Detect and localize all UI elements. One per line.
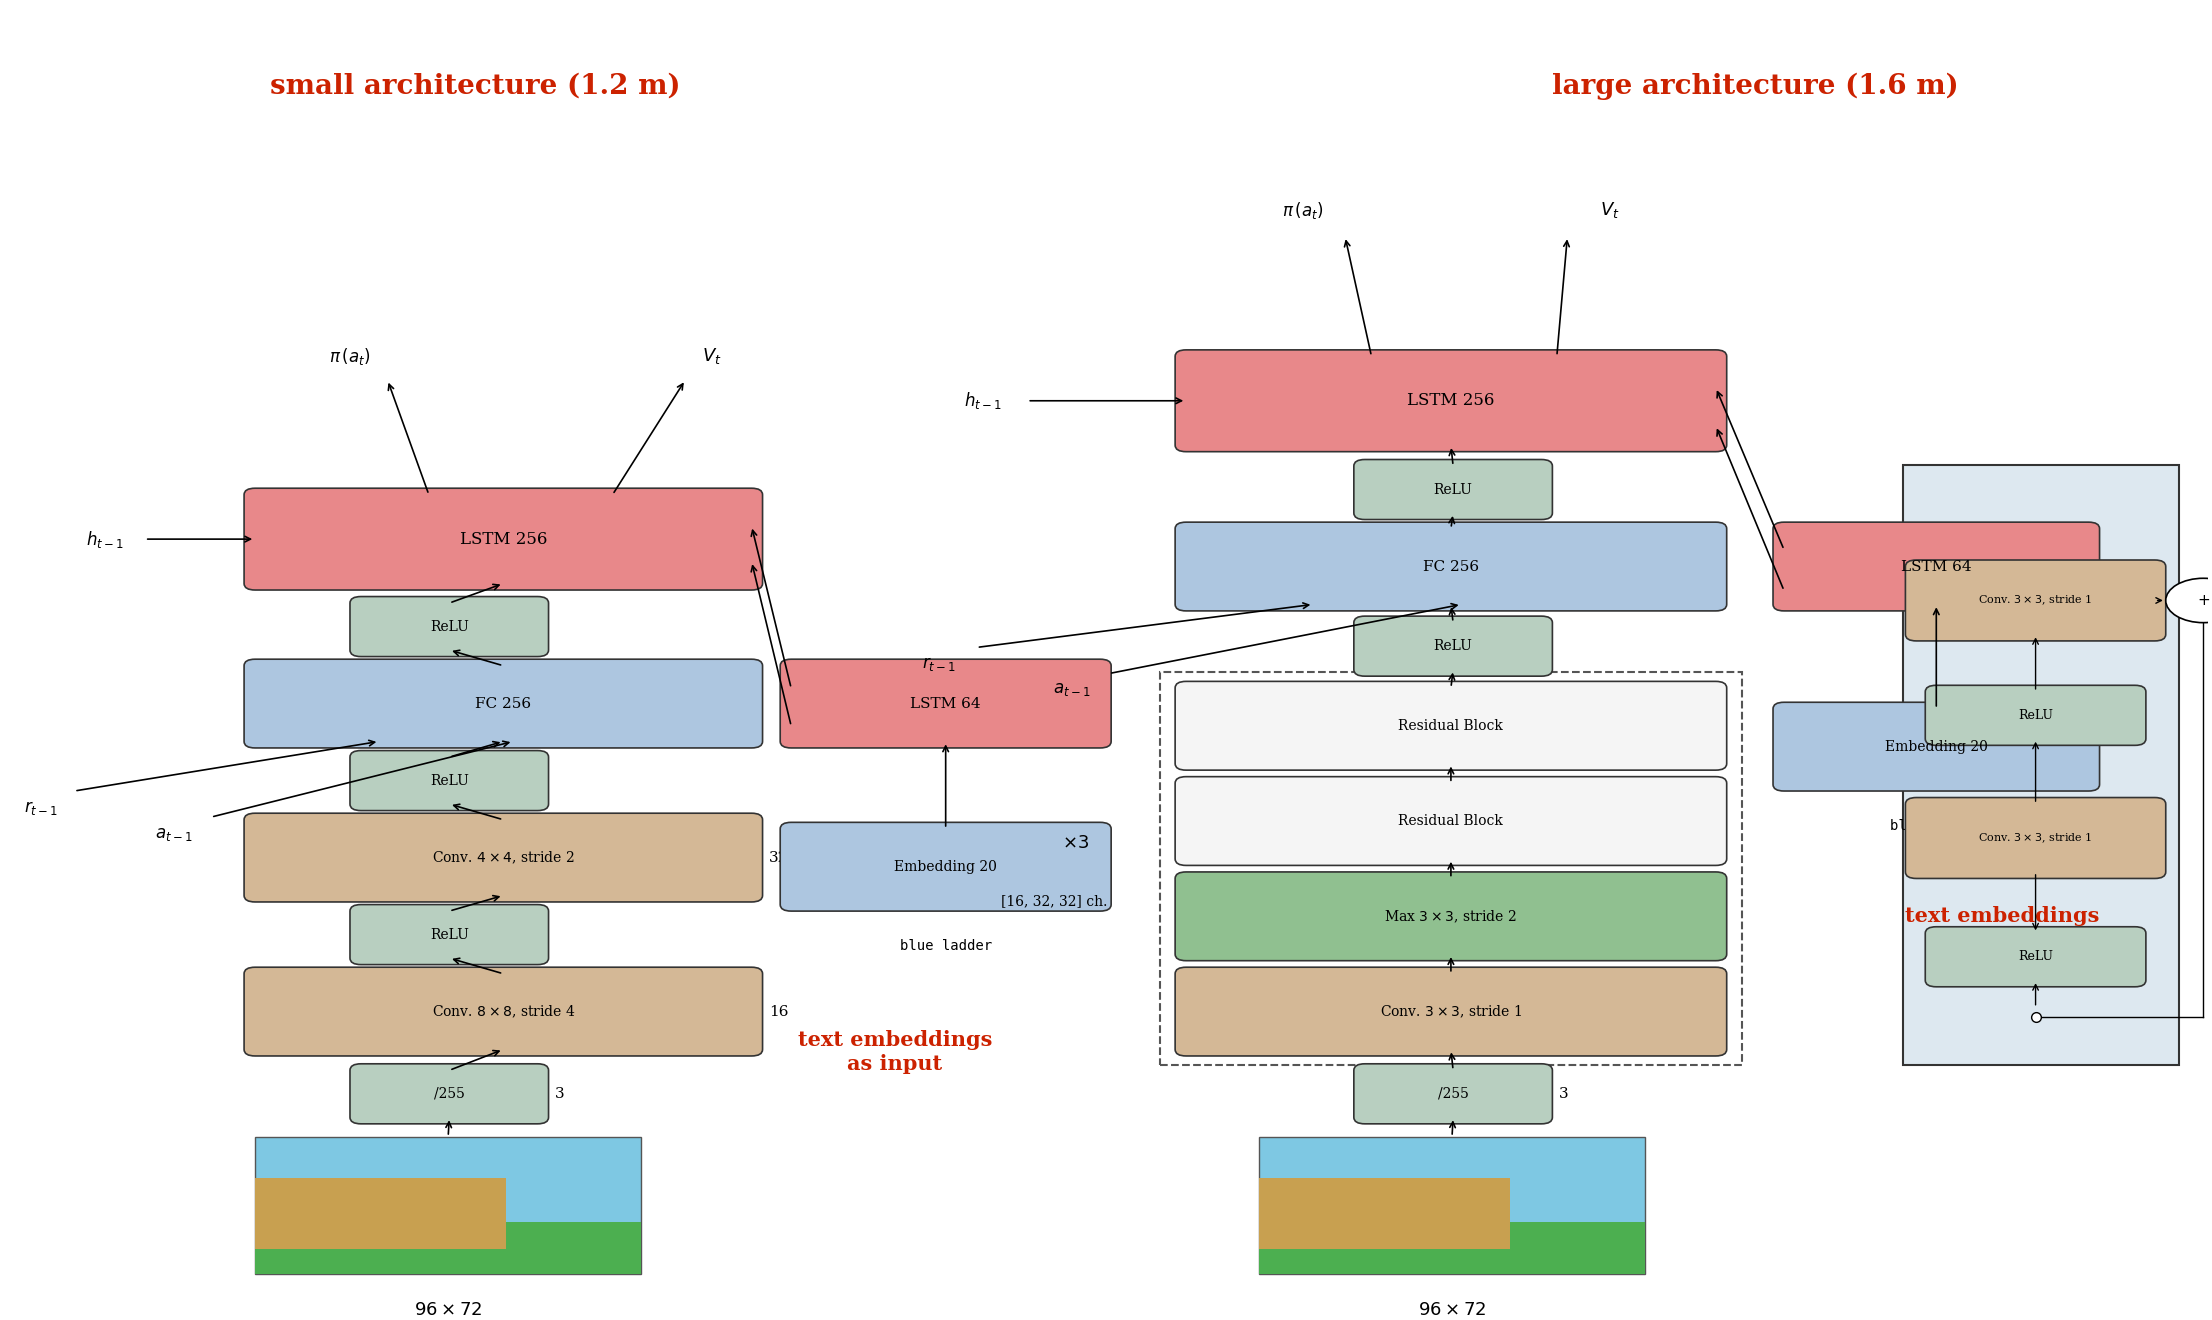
FancyBboxPatch shape xyxy=(1175,873,1728,961)
Text: $V_t$: $V_t$ xyxy=(701,346,721,367)
FancyBboxPatch shape xyxy=(1905,560,2166,642)
Text: LSTM 64: LSTM 64 xyxy=(1900,560,1971,573)
Text: ReLU: ReLU xyxy=(429,928,469,941)
FancyBboxPatch shape xyxy=(243,813,763,902)
FancyBboxPatch shape xyxy=(1924,927,2146,987)
FancyBboxPatch shape xyxy=(1905,797,2166,879)
Text: Embedding 20: Embedding 20 xyxy=(894,859,998,874)
Text: $r_{t-1}$: $r_{t-1}$ xyxy=(24,799,58,817)
Text: $\pi\,(a_t)$: $\pi\,(a_t)$ xyxy=(330,346,372,367)
Text: $\pi\,(a_t)$: $\pi\,(a_t)$ xyxy=(1283,199,1323,220)
Text: Conv. $3\times 3$, stride 1: Conv. $3\times 3$, stride 1 xyxy=(1978,594,2093,607)
Text: Embedding 20: Embedding 20 xyxy=(1885,739,1989,754)
FancyBboxPatch shape xyxy=(1354,1064,1553,1123)
Text: LSTM 256: LSTM 256 xyxy=(460,531,546,548)
Text: ReLU: ReLU xyxy=(429,619,469,634)
Text: $96 \times 72$: $96 \times 72$ xyxy=(1418,1302,1486,1320)
Text: ReLU: ReLU xyxy=(2017,709,2053,722)
Text: 3: 3 xyxy=(555,1086,564,1101)
Text: 16: 16 xyxy=(770,1005,790,1019)
FancyBboxPatch shape xyxy=(781,659,1110,748)
Text: $96 \times 72$: $96 \times 72$ xyxy=(414,1302,482,1320)
FancyBboxPatch shape xyxy=(1902,465,2179,1065)
Bar xyxy=(254,1137,641,1274)
Text: ReLU: ReLU xyxy=(1433,483,1473,496)
Bar xyxy=(1259,1222,1646,1274)
Text: +: + xyxy=(2197,593,2210,609)
FancyBboxPatch shape xyxy=(1175,776,1728,866)
FancyBboxPatch shape xyxy=(349,751,549,810)
Text: FC 256: FC 256 xyxy=(476,697,531,710)
FancyBboxPatch shape xyxy=(1175,523,1728,611)
Text: Residual Block: Residual Block xyxy=(1398,719,1504,733)
Text: large architecture (1.6 m): large architecture (1.6 m) xyxy=(1553,73,1958,100)
Text: $\times 3$: $\times 3$ xyxy=(1062,833,1088,851)
Text: Conv. $3\times 3$, stride 1: Conv. $3\times 3$, stride 1 xyxy=(1380,1003,1522,1020)
Text: Conv. $4\times 4$, stride 2: Conv. $4\times 4$, stride 2 xyxy=(431,849,575,866)
Text: LSTM 64: LSTM 64 xyxy=(911,697,980,710)
Text: $a_{t-1}$: $a_{t-1}$ xyxy=(155,825,192,842)
Text: Conv. $3\times 3$, stride 1: Conv. $3\times 3$, stride 1 xyxy=(1978,832,2093,845)
FancyBboxPatch shape xyxy=(1354,459,1553,520)
Text: 3: 3 xyxy=(1559,1086,1568,1101)
FancyBboxPatch shape xyxy=(1774,702,2099,791)
Text: 32: 32 xyxy=(770,850,787,865)
Text: blue ladder: blue ladder xyxy=(900,940,991,953)
Text: blue ladder: blue ladder xyxy=(1891,820,1982,833)
Text: ReLU: ReLU xyxy=(1433,639,1473,653)
Bar xyxy=(254,1177,507,1249)
Text: FC 256: FC 256 xyxy=(1422,560,1480,573)
Text: /255: /255 xyxy=(434,1086,465,1101)
Text: $V_t$: $V_t$ xyxy=(1599,201,1619,220)
Text: /255: /255 xyxy=(1438,1086,1469,1101)
Text: ReLU: ReLU xyxy=(2017,950,2053,964)
FancyBboxPatch shape xyxy=(781,822,1110,911)
Bar xyxy=(1259,1137,1646,1274)
Text: $r_{t-1}$: $r_{t-1}$ xyxy=(922,656,956,673)
Text: text embeddings
as input: text embeddings as input xyxy=(799,1031,993,1073)
Circle shape xyxy=(2166,578,2212,623)
Text: $h_{t-1}$: $h_{t-1}$ xyxy=(86,528,124,549)
FancyBboxPatch shape xyxy=(1175,968,1728,1056)
FancyBboxPatch shape xyxy=(349,597,549,656)
FancyBboxPatch shape xyxy=(243,659,763,748)
Text: LSTM 256: LSTM 256 xyxy=(1407,392,1495,409)
Text: Max $3\times 3$, stride 2: Max $3\times 3$, stride 2 xyxy=(1385,908,1517,924)
Text: [16, 32, 32] ch.: [16, 32, 32] ch. xyxy=(1000,895,1106,908)
FancyBboxPatch shape xyxy=(349,904,549,965)
FancyBboxPatch shape xyxy=(1354,616,1553,676)
Text: $h_{t-1}$: $h_{t-1}$ xyxy=(964,391,1002,412)
Text: Residual Block: Residual Block xyxy=(1398,814,1504,828)
FancyBboxPatch shape xyxy=(1175,350,1728,451)
FancyBboxPatch shape xyxy=(243,488,763,590)
Text: Conv. $8\times 8$, stride 4: Conv. $8\times 8$, stride 4 xyxy=(431,1003,575,1020)
FancyBboxPatch shape xyxy=(1175,681,1728,770)
Text: ReLU: ReLU xyxy=(429,774,469,788)
Bar xyxy=(1259,1177,1511,1249)
Text: text embeddings
as input: text embeddings as input xyxy=(1905,907,2099,949)
Text: $a_{t-1}$: $a_{t-1}$ xyxy=(1053,681,1091,698)
Text: small architecture (1.2 m): small architecture (1.2 m) xyxy=(270,73,681,100)
FancyBboxPatch shape xyxy=(1774,523,2099,611)
FancyBboxPatch shape xyxy=(243,968,763,1056)
Bar xyxy=(254,1222,641,1274)
FancyBboxPatch shape xyxy=(1924,685,2146,746)
FancyBboxPatch shape xyxy=(349,1064,549,1123)
